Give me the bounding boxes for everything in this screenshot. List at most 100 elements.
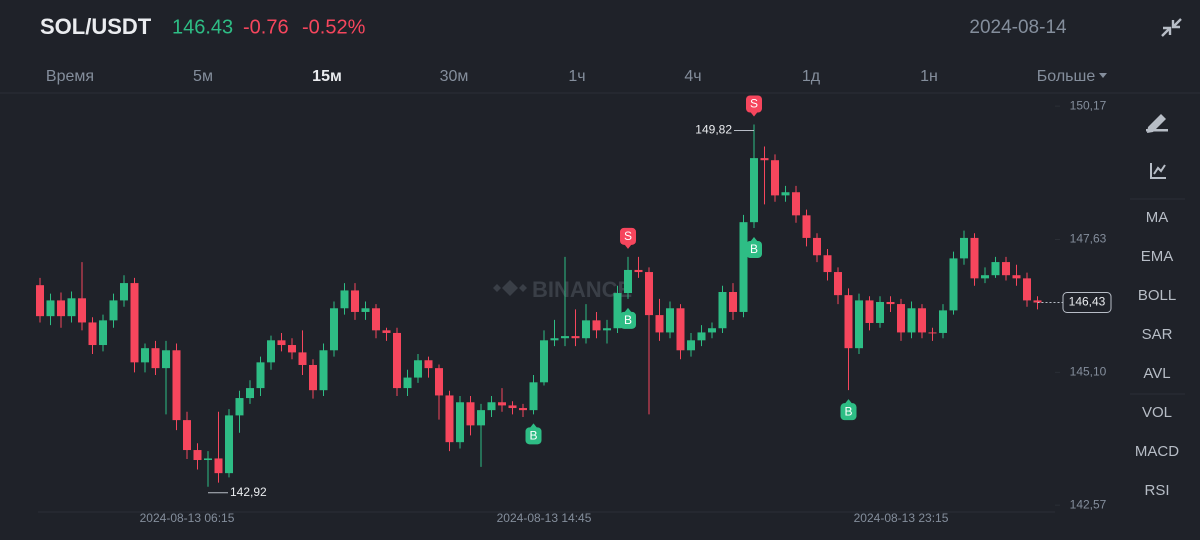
- indicator-button[interactable]: RSI: [1144, 482, 1169, 499]
- candle-body: [141, 348, 149, 363]
- trade-marker: S: [620, 227, 636, 249]
- candle-body: [729, 291, 737, 312]
- y-tick-label: 145,10: [1070, 365, 1107, 379]
- timeframe-tab[interactable]: 4ч: [684, 68, 701, 85]
- candle-body: [67, 298, 76, 317]
- trade-pointer: [844, 399, 853, 405]
- indicator-button[interactable]: VOL: [1142, 404, 1172, 421]
- timeframe-tab[interactable]: 1ч: [568, 68, 585, 85]
- candle-body: [456, 402, 464, 443]
- trade-label: S: [750, 97, 758, 111]
- candle-body: [393, 332, 401, 389]
- candle-body: [162, 350, 170, 369]
- candle-body: [57, 300, 65, 317]
- x-tick-label: 2024-08-13 23:15: [854, 511, 949, 525]
- candle-body: [561, 336, 569, 339]
- candle-body: [151, 348, 160, 369]
- candle-body: [750, 158, 758, 223]
- timeframe-tab[interactable]: Время: [46, 68, 94, 85]
- indicator-button[interactable]: SAR: [1142, 326, 1173, 343]
- candle-body: [624, 269, 632, 294]
- candle-body: [424, 360, 433, 369]
- candle-body: [256, 362, 265, 389]
- candle-body: [697, 332, 706, 341]
- timeframe-tab[interactable]: 5м: [193, 68, 213, 85]
- candle-body: [1023, 278, 1031, 301]
- trade-badge: [746, 240, 762, 258]
- candle-body: [309, 364, 317, 391]
- indicator-button[interactable]: AVL: [1143, 365, 1170, 382]
- candle-body: [288, 345, 296, 353]
- candle-body: [277, 340, 286, 346]
- candle-body: [435, 368, 443, 396]
- candle-body: [571, 336, 580, 339]
- trade-badge: [525, 427, 542, 445]
- candle-body: [739, 222, 748, 312]
- candle-body: [382, 330, 391, 333]
- candle-body: [361, 308, 370, 312]
- candle-body: [582, 320, 590, 339]
- timeframe-tab[interactable]: Больше: [1037, 68, 1096, 85]
- indicator-icon[interactable]: [1150, 163, 1166, 179]
- candle-body: [676, 308, 685, 351]
- y-tick-label: 147,63: [1070, 232, 1107, 246]
- trade-badge: [620, 311, 636, 329]
- more-caret: [1099, 73, 1107, 78]
- change-percent: -0.52%: [302, 16, 366, 38]
- last-price-box: [1062, 292, 1112, 313]
- candle-body: [519, 408, 527, 411]
- candle-body: [634, 269, 643, 273]
- candle-body: [120, 283, 128, 301]
- timeframe-tab[interactable]: 30м: [440, 68, 469, 85]
- candle-body: [603, 328, 611, 331]
- indicator-button[interactable]: MA: [1146, 209, 1169, 226]
- candle-body: [939, 310, 947, 333]
- candle-body: [498, 402, 506, 406]
- candle-body: [99, 320, 107, 346]
- timeframe-tab[interactable]: 1н: [920, 68, 938, 85]
- candle-body: [403, 377, 412, 389]
- candle-body: [897, 304, 905, 333]
- candle-body: [130, 283, 139, 363]
- indicator-button[interactable]: BOLL: [1138, 287, 1176, 304]
- candle-body: [949, 258, 958, 311]
- candle-body: [907, 308, 916, 333]
- indicator-button[interactable]: MACD: [1135, 443, 1179, 460]
- candle-body: [613, 293, 622, 329]
- candle-body: [298, 352, 307, 365]
- candle-body: [78, 298, 86, 323]
- candle-body: [445, 395, 454, 443]
- candle-body: [36, 285, 44, 317]
- candle-body: [918, 308, 926, 333]
- candle-body: [225, 415, 233, 474]
- y-tick-label: 142,57: [1070, 497, 1107, 511]
- draw-icon[interactable]: [1146, 114, 1168, 133]
- candle-body: [865, 300, 874, 323]
- candle-body: [477, 410, 485, 426]
- candle-body: [1033, 300, 1042, 303]
- candle-body: [834, 272, 842, 296]
- collapse-icon[interactable]: [1161, 18, 1182, 37]
- trade-pointer: [624, 243, 632, 249]
- candle-body: [1002, 262, 1010, 276]
- candle-body: [267, 340, 275, 363]
- trade-marker: B: [746, 236, 762, 258]
- trade-badge: [840, 403, 857, 421]
- trade-label: S: [624, 229, 632, 243]
- trade-pointer: [750, 236, 758, 242]
- trade-badge: [620, 227, 636, 245]
- candle-body: [246, 388, 254, 399]
- candle-body: [550, 338, 559, 341]
- candle-body: [802, 215, 811, 238]
- change: -0.76: [243, 16, 289, 38]
- candle-body: [466, 402, 475, 426]
- candle-body: [760, 158, 769, 161]
- timeframe-tab[interactable]: 1д: [802, 68, 821, 85]
- timeframe-tab[interactable]: 15м: [312, 68, 342, 85]
- indicator-button[interactable]: EMA: [1141, 248, 1174, 265]
- watermark-logo: [493, 280, 527, 296]
- candle-body: [529, 382, 538, 411]
- trade-marker: S: [746, 95, 762, 117]
